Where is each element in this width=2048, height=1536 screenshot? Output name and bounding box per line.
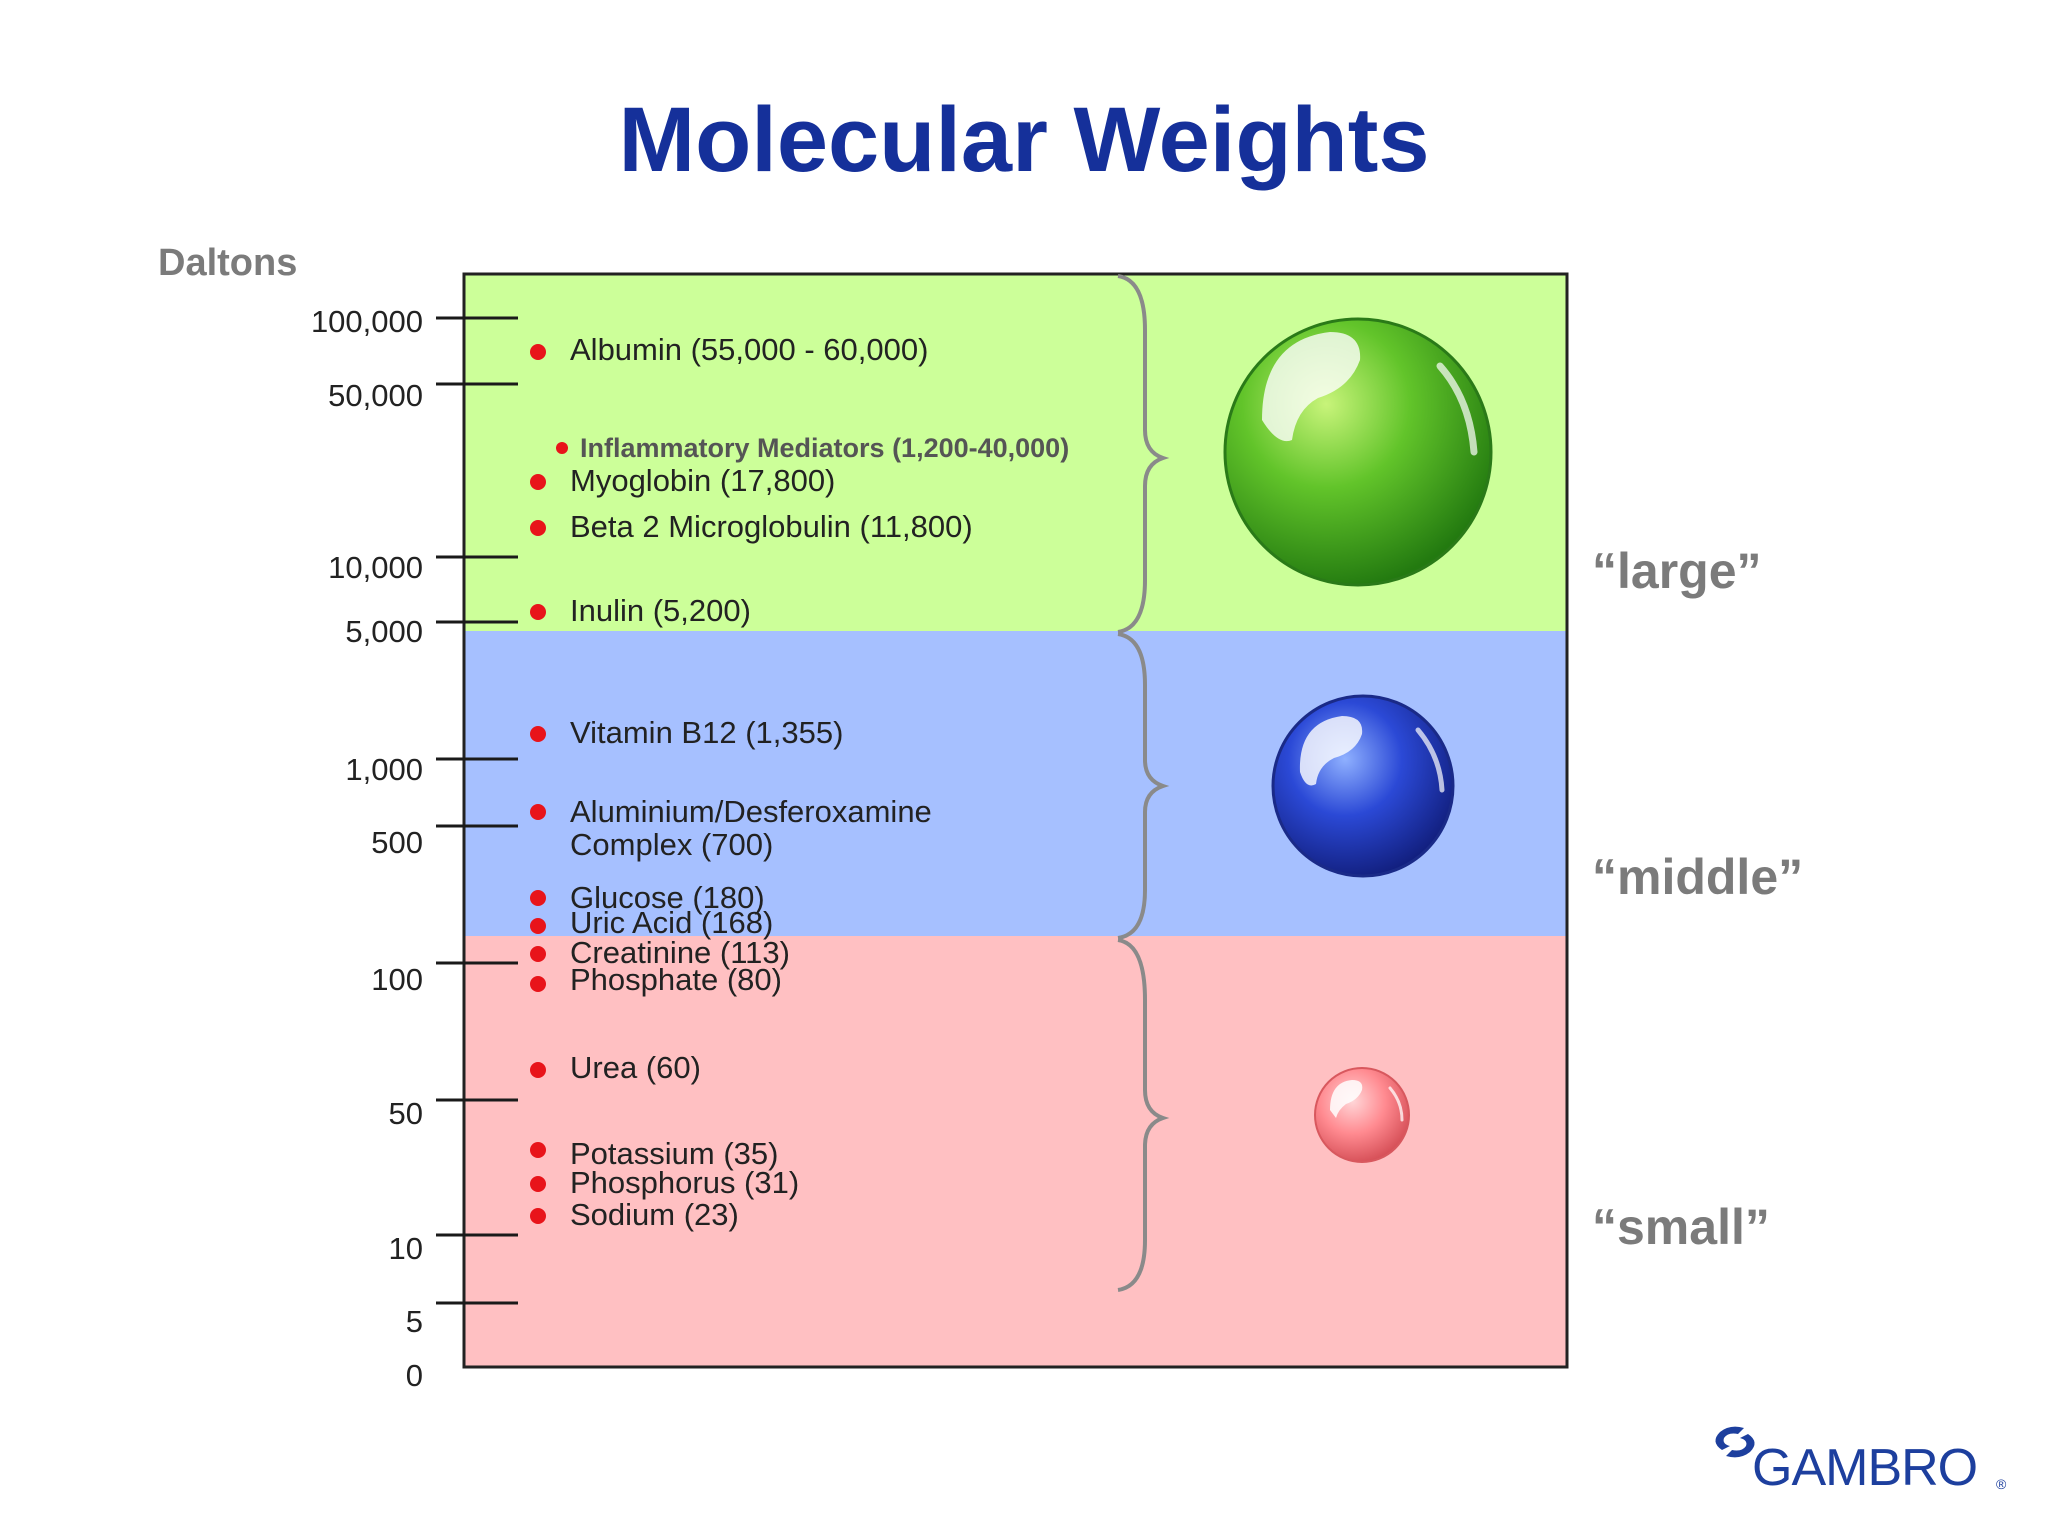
molecule-label: Phosphate (80) [570,962,782,997]
slide-title: Molecular Weights [618,89,1430,191]
diagram-frame [462,272,1569,1369]
molecule-label: Potassium (35) [570,1136,779,1171]
molecule-bullet [530,976,546,992]
large-molecule-sphere [1223,317,1493,587]
gambro-logo-icon [1715,1426,1755,1458]
molecule-bullet [530,474,546,490]
molecule-bullet [530,344,546,360]
brace-large [1117,274,1170,634]
molecule-bullet [530,918,546,934]
gambro-logo-text: GAMBRO [1752,1439,1978,1497]
molecule-label: Vitamin B12 (1,355) [570,715,844,750]
molecule-label: Urea (60) [570,1050,701,1085]
brace-middle [1117,632,1170,940]
molecule-label: Phosphorus (31) [570,1165,800,1200]
size-label-middle: “middle” [1592,849,1804,905]
small-molecule-sphere [1314,1067,1410,1163]
molecule-label: Sodium (23) [570,1197,739,1232]
molecule-bullet [530,1208,546,1224]
molecule-label: Myoglobin (17,800) [570,463,836,498]
molecule-bullet [530,1062,546,1078]
molecule-label: Creatinine (113) [570,935,790,970]
brace-small [1117,938,1170,1292]
molecule-label: Beta 2 Microglobulin (11,800) [570,509,973,544]
molecule-label-line2: Complex (700) [570,827,774,862]
molecule-bullet [530,604,546,620]
molecule-label: Inflammatory Mediators (1,200-40,000) [580,433,1070,463]
molecule-label: Uric Acid (168) [570,905,774,940]
molecule-bullet [530,1176,546,1192]
molecule-bullet [530,804,546,820]
gambro-logo: GAMBRO ® [1704,1420,2014,1500]
molecule-label: Glucose (180) [570,880,765,915]
molecule-bullet [530,890,546,906]
axis-unit-label: Daltons [158,242,298,284]
molecule-bullet [556,442,568,454]
molecule-label: Aluminium/Desferoxamine [570,794,932,829]
size-label-large: “large” [1592,543,1762,599]
molecule-bullet [530,726,546,742]
middle-molecule-sphere [1271,694,1455,878]
molecule-bullet [530,1142,546,1158]
size-label-small: “small” [1592,1199,1770,1255]
molecule-bullet [530,520,546,536]
molecule-label: Inulin (5,200) [570,593,751,628]
molecule-bullet [530,946,546,962]
registered-mark: ® [1996,1476,2007,1492]
molecule-label: Albumin (55,000 - 60,000) [570,332,929,367]
